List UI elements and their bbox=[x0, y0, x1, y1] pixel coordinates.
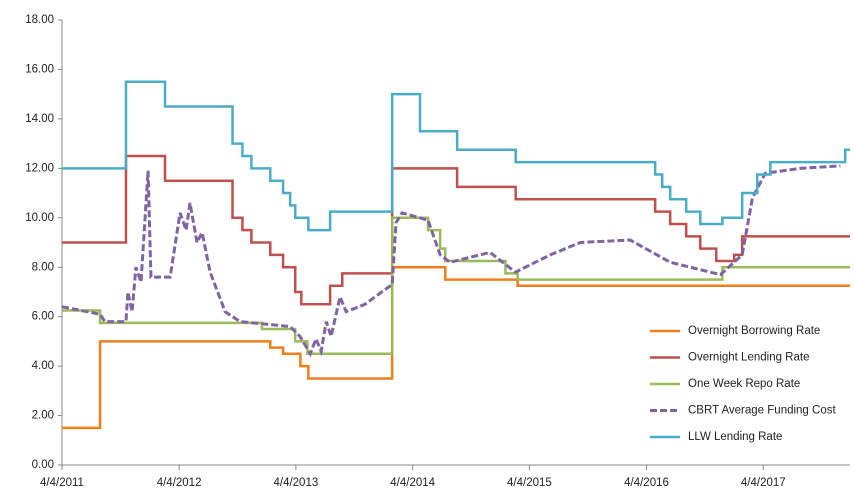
series-line bbox=[62, 265, 850, 430]
x-tick-label: 4/4/2014 bbox=[390, 477, 435, 489]
legend-label: Overnight Lending Rate bbox=[688, 352, 809, 364]
y-tick-label: 18.00 bbox=[25, 14, 54, 26]
series-line bbox=[62, 154, 850, 306]
y-tick-label: 12.00 bbox=[25, 162, 54, 174]
x-tick-label: 4/4/2011 bbox=[40, 477, 84, 489]
series-line bbox=[62, 80, 850, 232]
y-tick-label: 6.00 bbox=[32, 311, 54, 323]
legend-label: CBRT Average Funding Cost bbox=[688, 405, 836, 417]
x-tick-label: 4/4/2012 bbox=[157, 477, 202, 489]
x-tick-label: 4/4/2015 bbox=[507, 477, 552, 489]
y-tick-label: 14.00 bbox=[25, 113, 54, 125]
x-tick-label: 4/4/2017 bbox=[741, 477, 786, 489]
series-line bbox=[61, 164, 841, 358]
y-tick-label: 4.00 bbox=[32, 360, 54, 372]
y-tick-label: 0.00 bbox=[32, 459, 54, 471]
y-tick-label: 2.00 bbox=[32, 410, 54, 422]
legend-label: LLW Lending Rate bbox=[688, 431, 782, 443]
legend-label: One Week Repo Rate bbox=[688, 378, 800, 390]
legend-label: Overnight Borrowing Rate bbox=[688, 325, 820, 337]
x-tick-label: 4/4/2016 bbox=[624, 477, 669, 489]
x-tick-label: 4/4/2013 bbox=[273, 477, 318, 489]
y-tick-label: 16.00 bbox=[25, 63, 54, 75]
y-tick-label: 10.00 bbox=[25, 212, 54, 224]
y-tick-label: 8.00 bbox=[32, 261, 54, 273]
